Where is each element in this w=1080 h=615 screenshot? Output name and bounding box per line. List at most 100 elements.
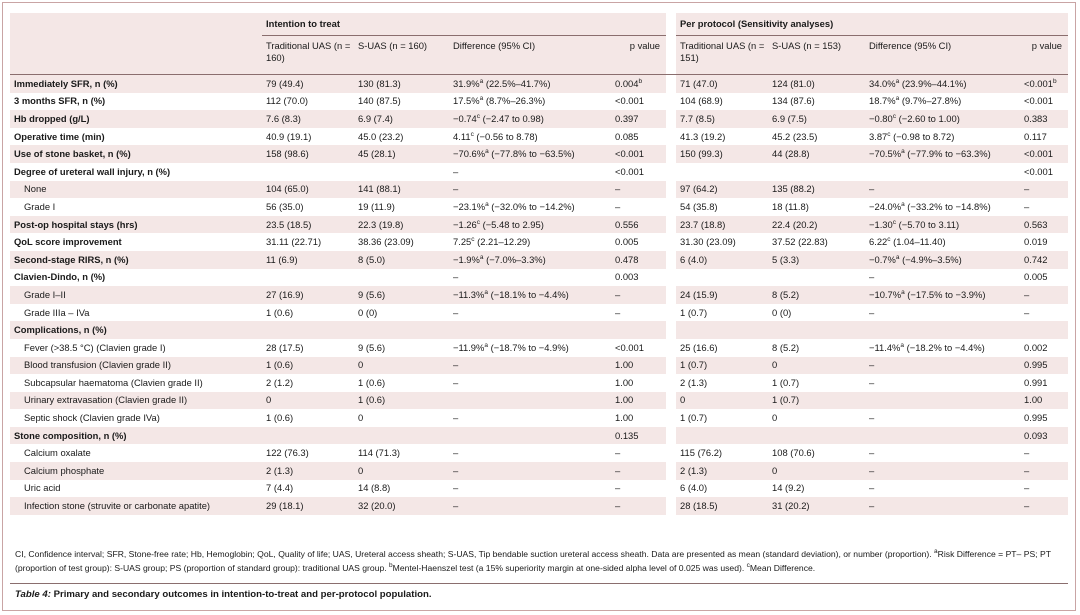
itt-pvalue: 0.397 [611, 110, 667, 128]
column-gap [666, 268, 677, 287]
pp-suas-value: 134 (87.6) [768, 92, 866, 111]
pp-pvalue: – [1020, 303, 1069, 322]
itt-traditional-value: 11 (6.9) [262, 250, 354, 269]
table-row: Grade IIIa – IVa 1 (0.6) 0 (0) – –1 (0.7) 0 (… [10, 303, 1069, 322]
pp-suas-value: 135 (88.2) [768, 180, 866, 199]
itt-difference-value [449, 391, 611, 410]
pp-pvalue: – [1020, 286, 1069, 304]
row-label: Use of stone basket, n (%) [10, 145, 262, 163]
pp-suas-value: 0 [768, 356, 866, 375]
itt-traditional-value: 2 (1.2) [262, 374, 354, 392]
footnote-mark-c: c [746, 562, 750, 570]
pp-traditional-value [676, 321, 769, 339]
table-row: Stone composition, n (%) 0.135 0.093 [10, 426, 1069, 445]
itt-traditional-value: 112 (70.0) [262, 92, 354, 111]
pp-difference-value: – [865, 180, 1021, 199]
itt-pvalue: 0.085 [611, 127, 667, 146]
itt-difference-value: – [449, 462, 611, 480]
pp-difference-value: −70.5%a (−77.9% to −63.3%) [865, 145, 1021, 163]
pp-traditional-value: 97 (64.2) [676, 180, 769, 199]
itt-pvalue [611, 321, 667, 339]
itt-pvalue: – [611, 462, 667, 480]
itt-difference-value: −1.9%a (−7.0%–3.3%) [449, 250, 611, 269]
itt-pvalue: <0.001 [611, 92, 667, 111]
itt-traditional-value: 7.6 (8.3) [262, 110, 354, 128]
pp-suas-value: 108 (70.6) [768, 444, 866, 463]
pp-pvalue: 1.00 [1020, 391, 1069, 410]
column-gap [666, 444, 677, 463]
pp-traditional-value: 1 (0.7) [676, 409, 769, 427]
pp-pvalue: 0.742 [1020, 250, 1069, 269]
pp-difference-value: 6.22c (1.04–11.40) [865, 233, 1021, 251]
footnote-b: Mentel-Haenszel test (a 15% superiority … [392, 563, 747, 573]
itt-pvalue: <0.001 [611, 162, 667, 181]
pp-suas-value: 6.9 (7.5) [768, 110, 866, 128]
itt-suas-value: 1 (0.6) [354, 374, 449, 392]
pp-suas-value: 1 (0.7) [768, 374, 866, 392]
row-label: Calcium phosphate [10, 462, 262, 480]
pp-pvalue: 0.002 [1020, 338, 1069, 357]
table-row: Infection stone (struvite or carbonate a… [10, 497, 1069, 515]
row-label: Complications, n (%) [10, 321, 262, 339]
table-row: Blood transfusion (Clavien grade II) 1 (0… [10, 356, 1069, 375]
pp-traditional-value: 28 (18.5) [676, 497, 769, 515]
itt-difference-value: −0.74c (−2.47 to 0.98) [449, 110, 611, 128]
column-gap [666, 409, 677, 427]
pp-suas-value: 0 (0) [768, 303, 866, 322]
itt-difference-value: – [449, 497, 611, 515]
group-header-pp: Per protocol (Sensitivity analyses) [676, 13, 1069, 36]
table-row: Hb dropped (g/L) 7.6 (8.3) 6.9 (7.4) −0.74c… [10, 110, 1069, 128]
pp-difference-value: −1.30c (−5.70 to 3.11) [865, 215, 1021, 234]
pp-suas-value: 31 (20.2) [768, 497, 866, 515]
column-gap [666, 180, 677, 199]
col-pp-traditional: Traditional UAS (n = 151) [676, 35, 769, 75]
table-row: Grade I–II 27 (16.9) 9 (5.6) −11.3%a (−18.1… [10, 286, 1069, 304]
pp-traditional-value: 41.3 (19.2) [676, 127, 769, 146]
group-header-row: Intention to treat Per protocol (Sensiti… [10, 13, 1069, 36]
pp-difference-value [865, 321, 1021, 339]
pp-pvalue: <0.001 [1020, 145, 1069, 163]
itt-pvalue: 0.005 [611, 233, 667, 251]
row-label: QoL score improvement [10, 233, 262, 251]
itt-suas-value [354, 162, 449, 181]
pp-traditional-value: 23.7 (18.8) [676, 215, 769, 234]
column-gap [666, 391, 677, 410]
pp-suas-value: 1 (0.7) [768, 391, 866, 410]
table-row: Subcapsular haematoma (Clavien grade II)… [10, 374, 1069, 392]
column-gap [666, 233, 677, 251]
pp-traditional-value: 2 (1.3) [676, 462, 769, 480]
itt-traditional-value [262, 426, 354, 445]
itt-pvalue: – [611, 303, 667, 322]
pp-difference-value: 34.0%a (23.9%–44.1%) [865, 74, 1021, 93]
itt-pvalue: – [611, 444, 667, 463]
table-row: Post-op hospital stays (hrs) 23.5 (18.5) 2… [10, 215, 1069, 234]
itt-pvalue: 0.478 [611, 250, 667, 269]
pp-suas-value [768, 321, 866, 339]
itt-pvalue: 0.003 [611, 268, 667, 287]
itt-pvalue: 1.00 [611, 391, 667, 410]
pp-pvalue: 0.563 [1020, 215, 1069, 234]
row-label: Grade I–II [10, 286, 262, 304]
table-row: Clavien-Dindo, n (%) –0.003–0.005 [10, 268, 1069, 287]
table-row: Use of stone basket, n (%) 158 (98.6) 45 (… [10, 145, 1069, 163]
pp-difference-value [865, 162, 1021, 181]
pp-suas-value [768, 426, 866, 445]
pp-pvalue: <0.001 [1020, 92, 1069, 111]
pp-pvalue: – [1020, 479, 1069, 498]
pp-traditional-value [676, 162, 769, 181]
pp-pvalue: 0.383 [1020, 110, 1069, 128]
pp-traditional-value: 6 (4.0) [676, 479, 769, 498]
itt-traditional-value: 1 (0.6) [262, 409, 354, 427]
pp-difference-value [865, 391, 1021, 410]
pp-suas-value: 8 (5.2) [768, 338, 866, 357]
pp-traditional-value: 6 (4.0) [676, 250, 769, 269]
itt-difference-value [449, 426, 611, 445]
row-label: Blood transfusion (Clavien grade II) [10, 356, 262, 375]
itt-suas-value: 45.0 (23.2) [354, 127, 449, 146]
itt-traditional-value: 28 (17.5) [262, 338, 354, 357]
itt-difference-value: 17.5%a (8.7%–26.3%) [449, 92, 611, 111]
itt-pvalue: – [611, 198, 667, 216]
column-gap [666, 426, 677, 445]
itt-difference-value: – [449, 303, 611, 322]
pp-difference-value: −0.80c (−2.60 to 1.00) [865, 110, 1021, 128]
